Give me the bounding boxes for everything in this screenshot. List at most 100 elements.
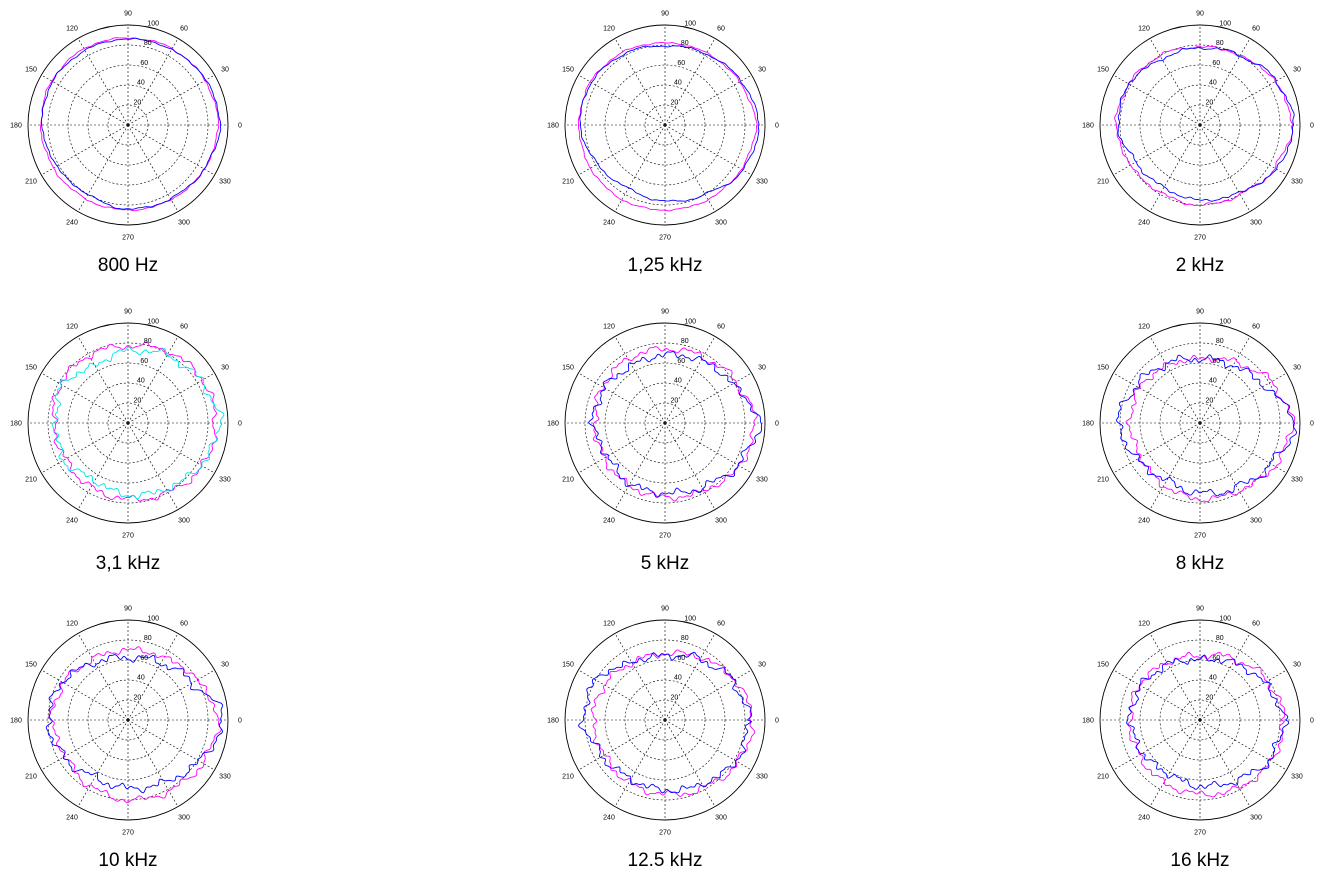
angle-tick-label: 120 [1138,324,1150,331]
angle-tick-label: 240 [1138,814,1150,821]
radial-grid-circle [564,322,766,524]
chart-caption: 800 Hz [97,255,159,276]
series-line [1114,45,1294,207]
angle-tick-label: 60 [180,324,188,331]
angle-tick-label: 0 [775,718,779,725]
radial-tick-label: 40 [137,675,145,682]
polar-chart-panel: 20 40 60 80 100 0 30 60 90 120 150 180 210 240 270 300 3… [8,600,248,885]
angle-grid-spoke [1199,372,1287,424]
radial-tick-label: 20 [133,397,141,404]
series-line [1115,354,1298,497]
angle-tick-label: 90 [124,606,132,613]
angle-grid-spoke [77,38,129,126]
angle-grid-spoke [1199,719,1251,807]
polar-chart: 20 40 60 80 100 0 30 60 90 120 150 180 210 240 270 300 3… [547,11,779,242]
angle-grid-spoke [1199,74,1287,126]
angle-tick-label: 210 [1097,179,1109,186]
series-line [590,649,756,797]
angle-grid-spoke [1199,422,1287,474]
angle-grid-spoke [1149,124,1201,212]
angle-grid-spoke [1199,719,1287,771]
polar-chart: 20 40 60 80 100 0 30 60 90 120 150 180 210 240 270 300 3… [547,309,779,540]
angle-tick-label: 60 [717,621,725,628]
polar-chart-panel: 20 40 60 80 100 0 30 60 90 120 150 180 210 240 270 300 3… [545,600,785,885]
angle-grid-spoke [578,719,666,771]
angle-tick-label: 330 [1291,477,1303,484]
radial-grid-circle [27,24,229,226]
polar-chart: 20 40 60 80 100 0 30 60 90 120 150 180 210 240 270 300 3… [547,606,779,837]
radial-grid-circle [1099,619,1301,821]
polar-chart-panel: 20 40 60 80 100 0 30 60 90 120 150 180 210 240 270 300 3… [1080,600,1320,885]
series-line [40,37,222,210]
radial-grid-circle [27,619,229,821]
angle-grid-spoke [127,124,179,212]
radial-tick-label: 80 [144,635,152,642]
angle-tick-label: 300 [1250,219,1262,226]
angle-grid-spoke [664,336,716,424]
radial-tick-label: 20 [133,694,141,701]
chart-caption: 10 kHz [98,850,158,871]
radial-tick-label: 40 [1209,378,1217,385]
angle-grid-spoke [578,74,666,126]
radial-tick-label: 60 [140,60,148,67]
radial-tick-label: 20 [1205,99,1213,106]
angle-tick-label: 0 [238,718,242,725]
radial-tick-label: 20 [133,99,141,106]
radial-grid-circle [564,619,766,821]
radial-tick-label: 100 [1219,21,1231,28]
angle-tick-label: 150 [562,365,574,372]
angle-tick-label: 0 [238,123,242,130]
angle-grid-spoke [578,124,666,176]
radial-tick-label: 40 [1209,675,1217,682]
series-line [592,346,758,502]
angle-tick-label: 210 [25,774,37,781]
radial-tick-label: 60 [1212,655,1220,662]
radial-tick-label: 40 [1209,80,1217,87]
radial-tick-label: 40 [674,675,682,682]
angle-tick-label: 240 [603,814,615,821]
angle-tick-label: 0 [775,421,779,428]
angle-tick-label: 240 [1138,219,1150,226]
angle-tick-label: 30 [758,365,766,372]
series-line [45,654,224,794]
radial-tick-label: 40 [137,80,145,87]
angle-grid-spoke [41,124,129,176]
angle-grid-spoke [127,372,215,424]
polar-chart-panel: 20 40 60 80 100 0 30 60 90 120 150 180 210 240 270 300 3… [545,303,785,588]
angle-grid-spoke [1113,669,1201,721]
angle-grid-spoke [77,336,129,424]
angle-tick-label: 270 [1194,235,1206,242]
radial-tick-label: 80 [681,40,689,47]
angle-grid-spoke [1199,669,1287,721]
angle-tick-label: 300 [1250,517,1262,524]
angle-grid-spoke [614,633,666,721]
angle-grid-spoke [41,422,129,474]
radial-tick-label: 60 [677,358,685,365]
radial-tick-label: 100 [1219,319,1231,326]
angle-grid-spoke [1113,124,1201,176]
angle-grid-spoke [41,719,129,771]
radial-tick-label: 20 [670,694,678,701]
angle-tick-label: 60 [1252,324,1260,331]
angle-grid-spoke [1113,74,1201,126]
angle-tick-label: 180 [547,718,559,725]
angle-tick-label: 120 [603,26,615,33]
angle-tick-label: 180 [10,718,22,725]
radial-tick-label: 60 [677,655,685,662]
angle-tick-label: 0 [1310,123,1314,130]
angle-grid-spoke [127,422,215,474]
angle-grid-spoke [1149,336,1201,424]
angle-tick-label: 270 [122,235,134,242]
chart-caption: 16 kHz [1170,850,1230,871]
series-line [1127,651,1286,798]
angle-tick-label: 30 [221,67,229,74]
angle-tick-label: 180 [10,421,22,428]
angle-tick-label: 90 [124,11,132,18]
angle-tick-label: 120 [1138,621,1150,628]
angle-tick-label: 30 [758,67,766,74]
radial-tick-label: 20 [670,397,678,404]
angle-tick-label: 300 [715,517,727,524]
series-line [39,37,220,212]
angle-grid-spoke [1149,633,1201,721]
angle-grid-spoke [77,124,129,212]
